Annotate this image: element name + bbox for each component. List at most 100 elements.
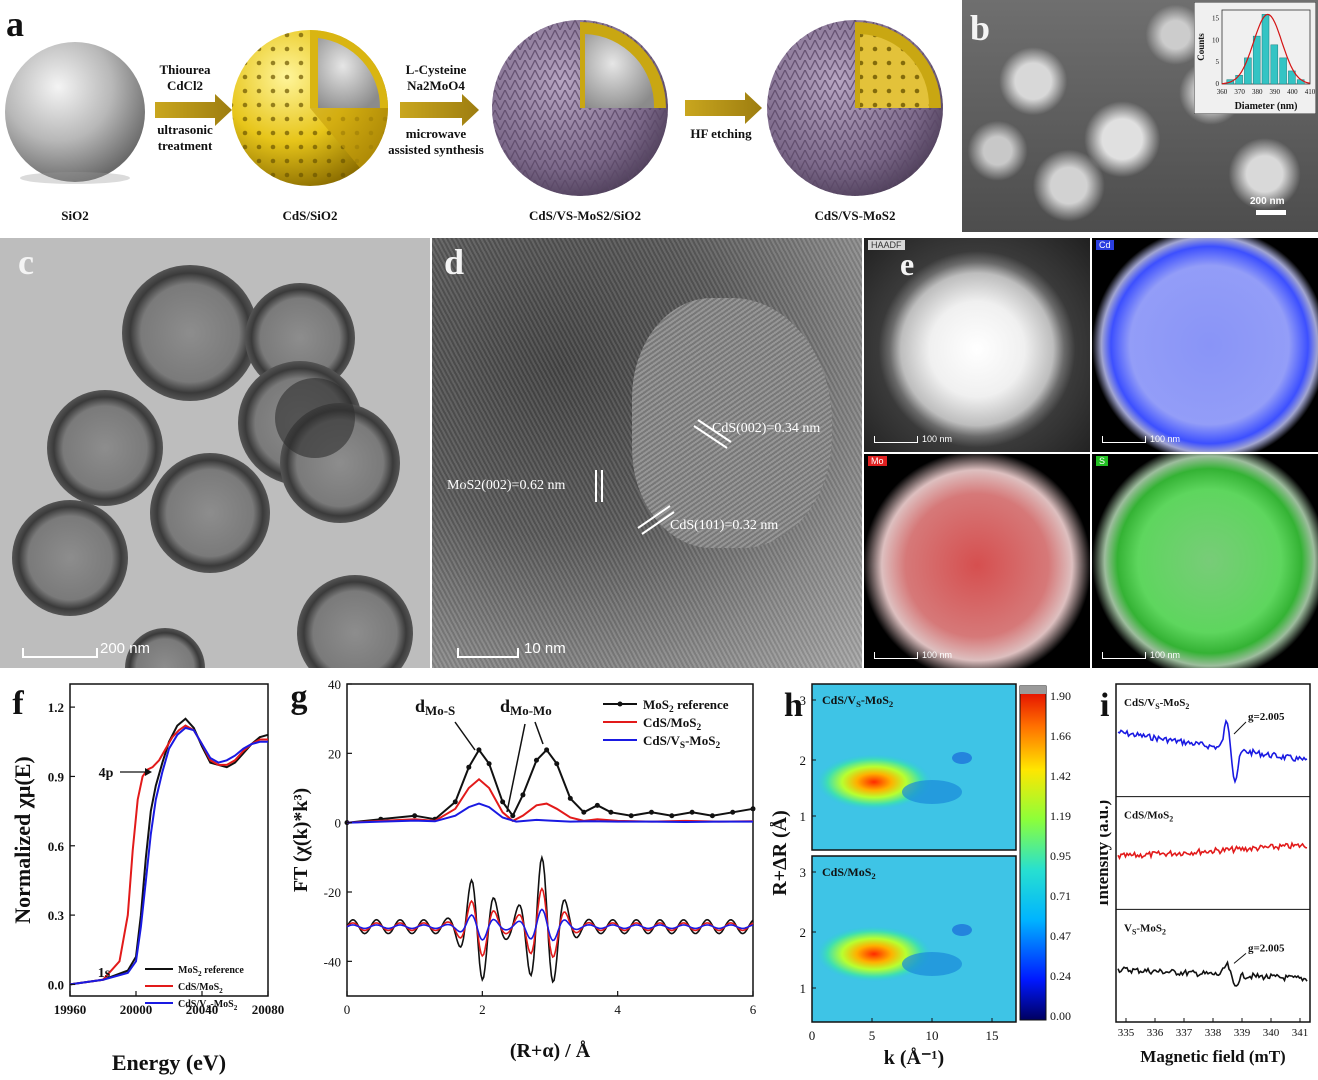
- panel-f-xanes-chart: 19960 20000 20040 20080 0.0 0.3 0.6 0.9 1.2 Energ…: [10, 683, 285, 1075]
- x-tick-label: 20000: [120, 1002, 153, 1017]
- x-axis-label: (R+α) / Å: [510, 1039, 591, 1062]
- scale-bar: [1102, 436, 1146, 443]
- panel-b-sem-image: b 360 370 380 390 400 410 0 5 10 15 Diameter (nm) C…: [962, 0, 1318, 232]
- y-axis-label: Normalized χμ(E): [10, 756, 35, 923]
- x-axis-label: Magnetic field (mT): [1140, 1047, 1285, 1066]
- map-title: CdS/VS-MoS2: [822, 693, 893, 709]
- panel-d-hrtem-image: d MoS2(002)=0.62 nm CdS(002)=0.34 nm CdS…: [432, 238, 862, 668]
- peak-annotation: 4p: [99, 766, 114, 781]
- panel-h-wavelet-chart: CdS/VS-MoS2 1 2 3 CdS/MoS2 1 2 3 0 5 10 15 k (Å⁻¹) R+…: [770, 683, 1071, 1069]
- panel-e-eds-maps: HAADF e 100 nm Cd 100 nm Mo 100 nm S 100…: [864, 238, 1318, 668]
- g-factor-annotation: g=2.005: [1248, 711, 1285, 723]
- histogram-bar: [1235, 75, 1243, 85]
- stage-label: SiO2: [61, 208, 89, 223]
- step1-condition: ultrasonic treatment: [145, 122, 225, 154]
- data-point: [669, 813, 675, 819]
- annotation-arrow: [454, 721, 476, 751]
- colorbar-cap: [1020, 686, 1046, 694]
- step1-condition-2: treatment: [157, 138, 213, 153]
- panel-label: g: [291, 679, 308, 716]
- peak-annotation: dMo-Mo: [500, 696, 552, 718]
- x-tick-label: 336: [1147, 1027, 1164, 1039]
- y-axis-label: Counts: [1196, 33, 1206, 61]
- scale-label: 100 nm: [1150, 650, 1181, 660]
- y-tick-label: 1: [800, 981, 807, 996]
- s-map: S 100 nm: [1092, 454, 1318, 668]
- map-title: CdS/MoS2: [822, 865, 876, 881]
- lattice-annotation: CdS(002)=0.34 nm: [712, 421, 821, 436]
- y-axis-label: R+ΔR (Å): [770, 810, 791, 896]
- arrow-icon: [400, 94, 479, 126]
- histogram-bar: [1244, 57, 1252, 85]
- stage-label: CdS/VS-MoS2/SiO2: [529, 208, 641, 223]
- legend-entry: CdS/MoS2: [178, 982, 223, 995]
- y-tick-label: 1: [800, 809, 807, 824]
- step2-condition-2: assisted synthesis: [388, 142, 484, 157]
- step1-reagent-1: Thiourea: [159, 62, 211, 77]
- panel-label: b: [970, 8, 991, 48]
- annotation-arrow-head: [145, 768, 152, 776]
- x-tick-label: 339: [1234, 1027, 1251, 1039]
- synthesis-scheme: [5, 20, 943, 196]
- intensity-hotspot: [816, 754, 932, 810]
- x-tick-label: 341: [1292, 1027, 1309, 1039]
- colorbar-tick-label: 1.90: [1050, 689, 1071, 703]
- scale-label: 200 nm: [100, 640, 151, 657]
- data-point: [628, 813, 634, 819]
- y-tick-label: 0.0: [48, 977, 64, 992]
- x-axis-label: Diameter (nm): [1235, 101, 1298, 112]
- plot-frame: [69, 683, 269, 997]
- data-point: [510, 813, 516, 819]
- y-tick-label: 15: [1212, 15, 1220, 23]
- annotation-arrow: [1233, 721, 1247, 735]
- y-tick-label: 10: [1212, 36, 1220, 44]
- edge-annotation: 1s: [98, 966, 111, 981]
- y-axis-label: FT (χ(k)*k³): [290, 788, 312, 892]
- y-tick-label: 2: [800, 925, 807, 940]
- data-point: [486, 761, 492, 767]
- panel-a: a: [0, 0, 960, 235]
- histogram-bar: [1252, 35, 1261, 85]
- trace-label: VS-MoS2: [1124, 922, 1166, 936]
- y-tick-label: 40: [328, 677, 341, 692]
- colorbar-tick-label: 1.19: [1050, 809, 1071, 823]
- imaginary-part-line: [346, 908, 754, 942]
- epr-trace-line: [1117, 718, 1308, 785]
- histogram-bar: [1279, 57, 1287, 85]
- intensity-contour: [902, 952, 962, 976]
- data-point: [581, 809, 587, 815]
- map-tag: Cd: [1096, 240, 1114, 250]
- step3-text: HF etching: [690, 126, 752, 141]
- legend-entry: CdS/MoS2: [643, 715, 702, 733]
- colorbar-tick-label: 0.95: [1050, 849, 1071, 863]
- scale-label: 200 nm: [1250, 196, 1285, 207]
- x-tick-label: 19960: [54, 1002, 87, 1017]
- x-tick-label: 400: [1287, 88, 1298, 96]
- series-line: [346, 802, 753, 824]
- x-tick-label: 15: [986, 1028, 999, 1043]
- x-tick-label: 6: [750, 1002, 757, 1017]
- colorbar-tick-label: 0.71: [1050, 889, 1071, 903]
- annotation-arrow: [534, 721, 544, 745]
- x-tick-label: 370: [1234, 88, 1245, 96]
- data-point: [709, 813, 715, 819]
- y-tick-label: 2: [800, 753, 807, 768]
- y-tick-label: 0: [1216, 80, 1220, 88]
- panel-label: h: [784, 687, 803, 724]
- data-point: [689, 809, 695, 815]
- series-line: [69, 726, 268, 986]
- data-point: [567, 795, 573, 801]
- scale-bar: [457, 648, 519, 658]
- data-point: [649, 809, 654, 815]
- y-tick-label: 0: [335, 816, 342, 831]
- annotation-arrow: [506, 723, 526, 813]
- scale-bar: [1102, 652, 1146, 659]
- colorbar-tick-label: 0.24: [1050, 969, 1071, 983]
- x-tick-label: 20080: [252, 1002, 285, 1017]
- gaussian-fit-line: [1221, 13, 1311, 85]
- data-point: [554, 761, 560, 767]
- size-histogram-inset: 360 370 380 390 400 410 0 5 10 15 Diameter (nm) Cou…: [1194, 2, 1316, 114]
- y-tick-label: 3: [800, 693, 807, 708]
- step2-text: L-Cysteine Na2MoO4: [380, 62, 492, 94]
- haadf-map: HAADF e 100 nm: [864, 238, 1090, 452]
